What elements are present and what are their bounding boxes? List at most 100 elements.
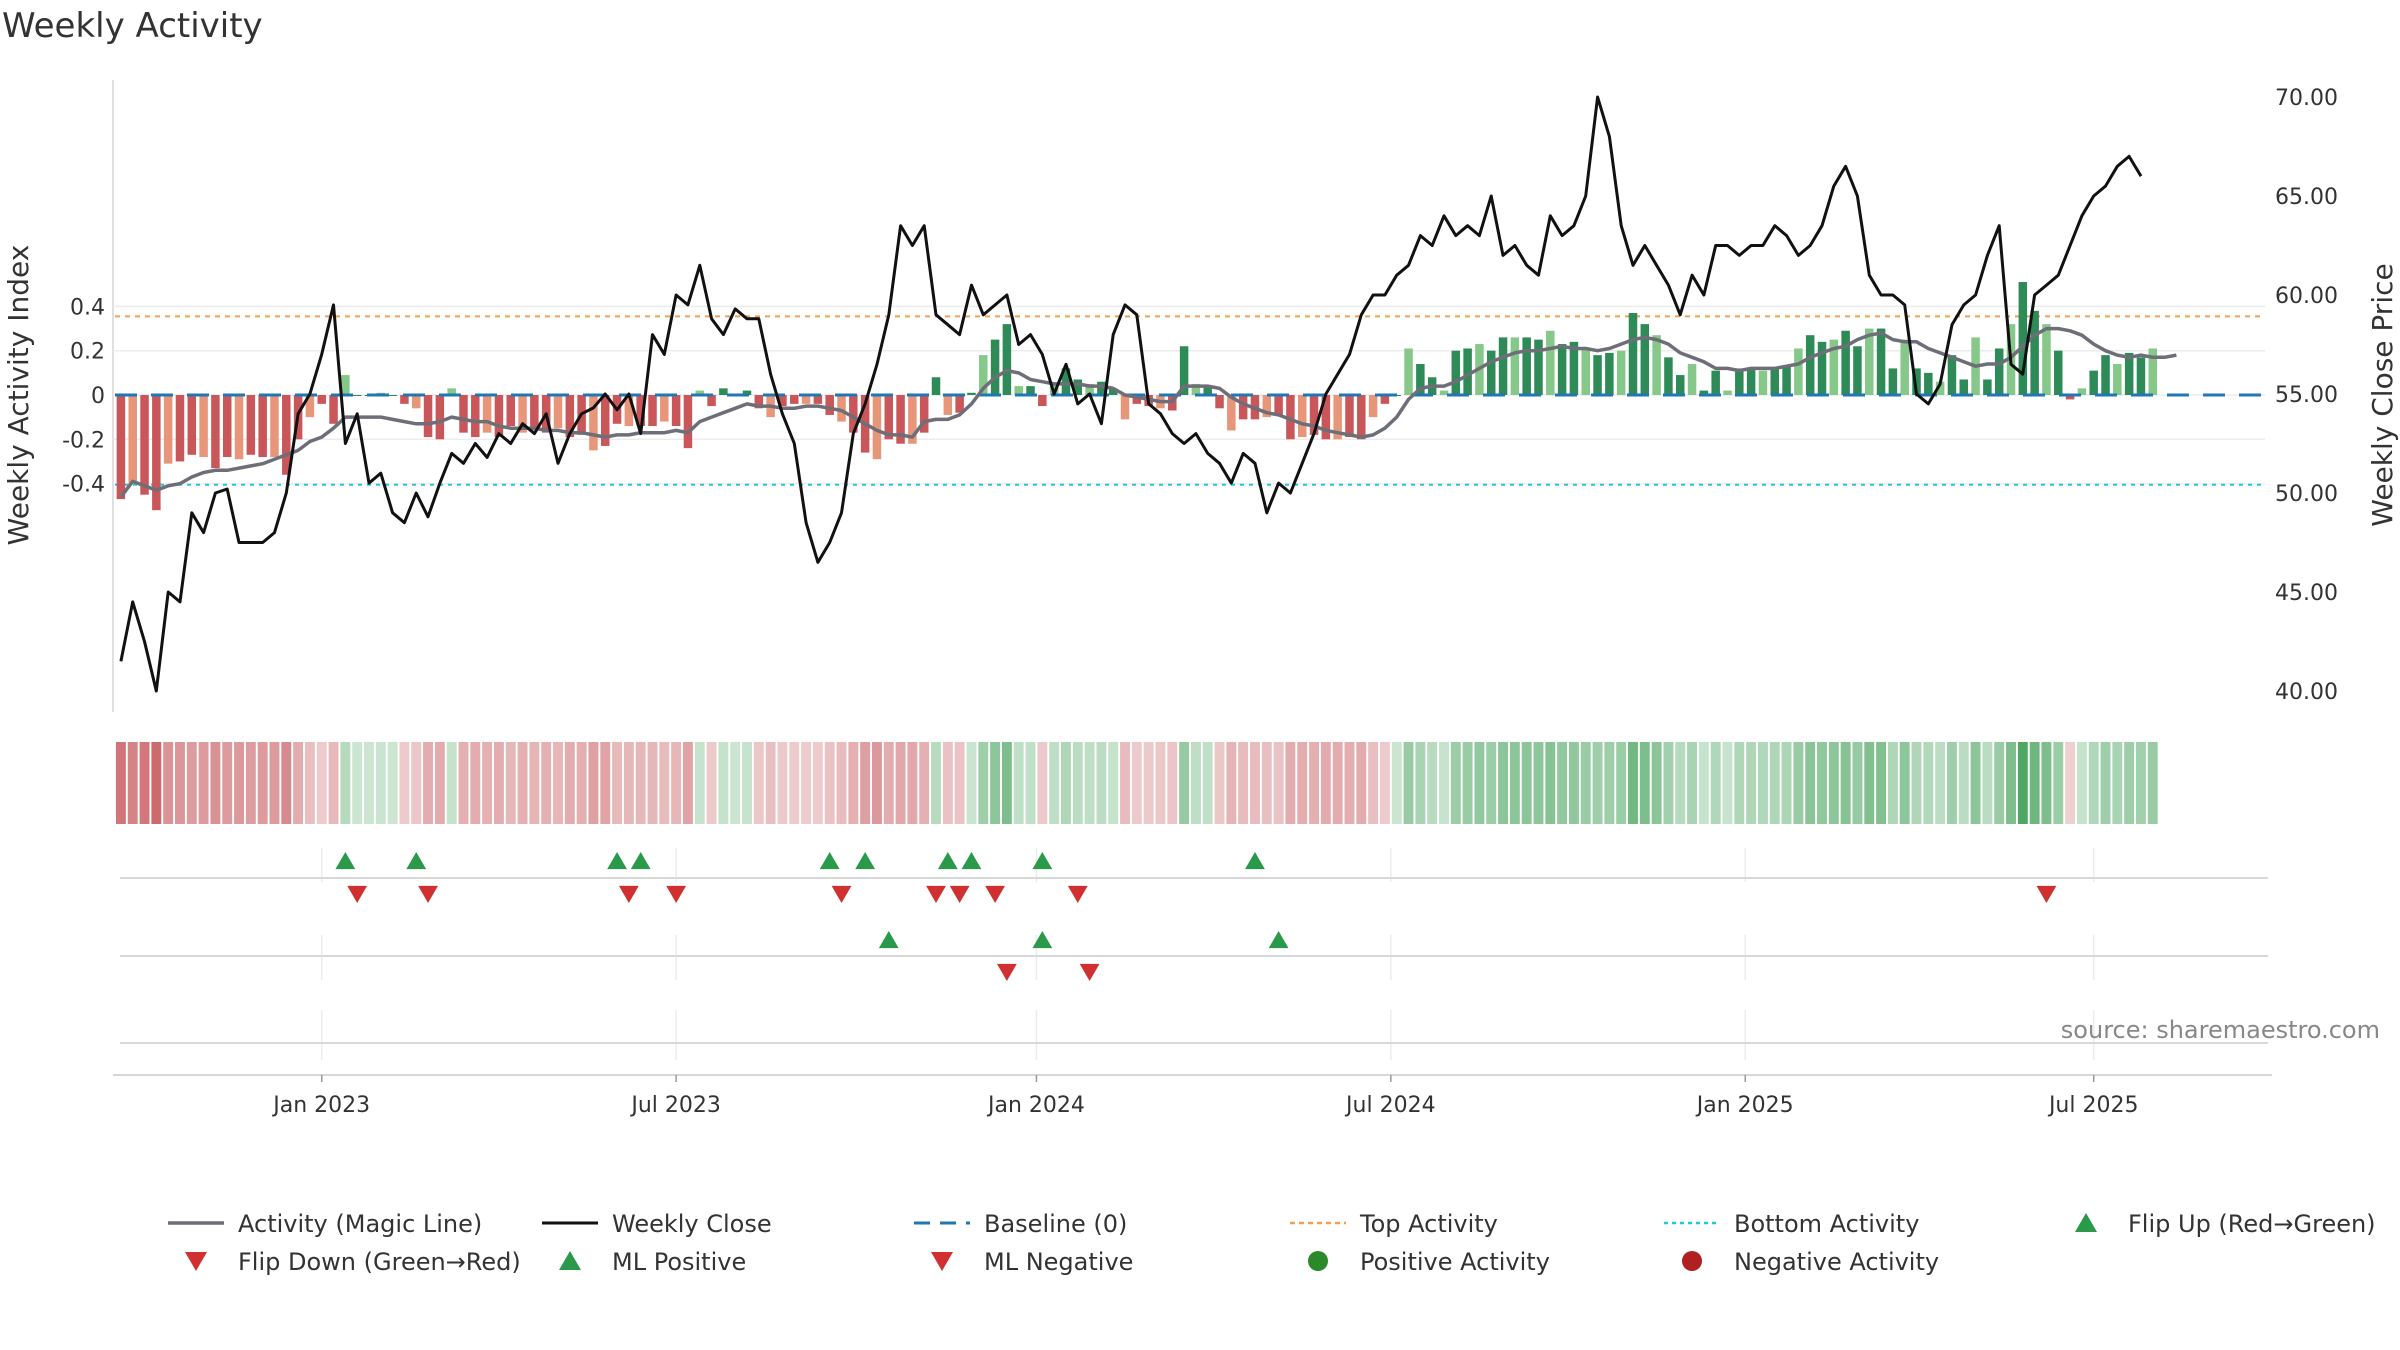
- activity-bar: [163, 395, 173, 464]
- activity-bar: [1959, 379, 1969, 395]
- legend-item-flipdown: Flip Down (Green→Red): [185, 1248, 521, 1276]
- flip-up-marker: [1245, 852, 1265, 870]
- ml-positive-marker: [878, 931, 899, 949]
- activity-bar: [1983, 379, 1992, 395]
- x-tick-label: Jul 2024: [1344, 1093, 1436, 1118]
- legend-item-close: Weekly Close: [542, 1210, 772, 1238]
- heat-cell: [186, 742, 197, 824]
- activity-bar: [660, 395, 669, 422]
- heat-cell: [2041, 742, 2052, 824]
- activity-bar: [1416, 363, 1425, 395]
- heat-cell: [1592, 742, 1603, 824]
- heat-cell: [1852, 742, 1863, 824]
- heat-cell: [470, 742, 481, 824]
- activity-bar: [1368, 395, 1378, 418]
- legend-label: Baseline (0): [984, 1210, 1127, 1238]
- activity-bar: [1935, 381, 1945, 395]
- activity-bar: [1014, 386, 1023, 395]
- activity-bar: [1628, 313, 1638, 395]
- heat-cell: [245, 742, 256, 824]
- heat-cell: [990, 742, 1001, 824]
- heat-cell: [2053, 742, 2064, 824]
- heat-cell: [210, 742, 221, 824]
- heat-cell: [1486, 742, 1497, 824]
- heat-cell: [1817, 742, 1827, 824]
- x-tick-label: Jul 2023: [629, 1093, 721, 1118]
- heat-cell: [1580, 742, 1591, 824]
- activity-bar: [1002, 324, 1012, 395]
- flip-up-marker: [961, 852, 982, 870]
- activity-bar: [1073, 379, 1083, 395]
- heat-cell: [564, 742, 575, 824]
- activity-bar: [1841, 330, 1850, 395]
- activity-bar: [116, 395, 126, 500]
- legend-item-top: Top Activity: [1290, 1210, 1498, 1238]
- heat-cell: [1781, 742, 1792, 824]
- heat-cell: [1864, 742, 1875, 824]
- heat-cell: [1663, 742, 1674, 824]
- legend-label: Activity (Magic Line): [238, 1210, 482, 1238]
- activity-bar: [1333, 395, 1342, 440]
- activity-bar: [317, 395, 326, 404]
- heat-cell: [1013, 742, 1024, 824]
- heat-cell: [482, 742, 493, 824]
- heat-cell: [1309, 742, 1319, 824]
- heat-cell: [222, 742, 233, 824]
- heat-cell: [1250, 742, 1260, 824]
- heat-cell: [777, 742, 788, 824]
- heat-cell: [1911, 742, 1922, 824]
- heat-cell: [2029, 742, 2040, 824]
- activity-bar: [1546, 330, 1555, 395]
- heat-cell: [718, 742, 729, 824]
- heat-cell: [1096, 742, 1107, 824]
- heat-cell: [1001, 742, 1012, 824]
- activity-bar: [813, 395, 823, 404]
- heat-cell: [1072, 742, 1083, 824]
- activity-bar: [471, 395, 480, 438]
- activity-bar: [1097, 381, 1106, 395]
- activity-bar: [1510, 337, 1520, 395]
- heat-cell: [1639, 742, 1650, 824]
- heat-cell: [1439, 742, 1449, 824]
- heat-cell: [1238, 742, 1249, 824]
- heat-cell: [588, 742, 599, 824]
- heat-cell: [1509, 742, 1520, 824]
- heat-cell: [304, 742, 315, 824]
- heat-cell: [1391, 742, 1402, 824]
- heat-cell: [671, 742, 682, 824]
- heat-cell: [2065, 742, 2076, 824]
- activity-bar: [553, 395, 563, 429]
- activity-bar: [1286, 395, 1295, 440]
- heat-cell: [151, 742, 162, 824]
- heat-cell: [1037, 742, 1048, 824]
- heat-cell: [1261, 742, 1272, 824]
- legend-label: ML Positive: [612, 1248, 746, 1276]
- heat-cell: [1722, 742, 1733, 824]
- activity-bar: [1463, 348, 1472, 395]
- heat-cell: [1061, 742, 1071, 824]
- x-tick-label: Jan 2024: [986, 1093, 1085, 1118]
- heat-cell: [1675, 742, 1686, 824]
- activity-bar: [282, 395, 291, 475]
- heat-cell: [1131, 742, 1142, 824]
- legend-label: ML Negative: [984, 1248, 1133, 1276]
- activity-bar: [2113, 363, 2122, 395]
- heat-cell: [576, 742, 587, 824]
- activity-bar: [1215, 395, 1224, 409]
- heat-cell: [2112, 742, 2123, 824]
- activity-bar: [636, 395, 645, 427]
- legend-swatch-down: [931, 1252, 953, 1271]
- activity-bar: [1805, 335, 1815, 395]
- heat-cell: [1698, 742, 1709, 824]
- heat-cell: [316, 742, 327, 824]
- heat-cell: [1935, 742, 1946, 824]
- heat-cell: [375, 742, 386, 824]
- legend-item-mlneg: ML Negative: [931, 1248, 1133, 1276]
- heat-cell: [1651, 742, 1662, 824]
- activity-bar: [494, 395, 504, 438]
- heat-cell: [848, 742, 859, 824]
- activity-bar: [931, 377, 941, 395]
- flip-down-marker: [418, 885, 438, 903]
- activity-bar: [565, 395, 575, 438]
- activity-bar: [222, 395, 232, 458]
